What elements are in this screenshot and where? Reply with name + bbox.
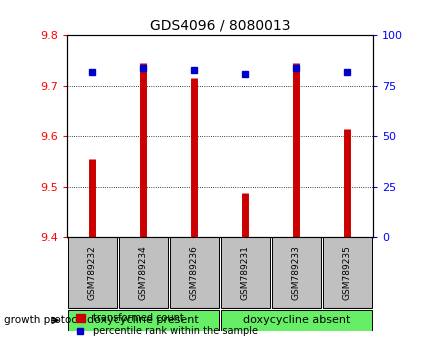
- Bar: [68, 237, 117, 308]
- Bar: [220, 237, 269, 308]
- Text: GSM789234: GSM789234: [138, 245, 147, 300]
- Text: growth protocol: growth protocol: [4, 315, 86, 325]
- Legend: transformed count, percentile rank within the sample: transformed count, percentile rank withi…: [71, 310, 261, 340]
- Text: GSM789231: GSM789231: [240, 245, 249, 300]
- Text: GSM789232: GSM789232: [88, 245, 97, 300]
- Text: GSM789236: GSM789236: [189, 245, 198, 300]
- Text: GSM789235: GSM789235: [342, 245, 351, 300]
- Bar: [119, 237, 167, 308]
- Bar: [271, 237, 320, 308]
- Bar: [68, 310, 218, 331]
- Title: GDS4096 / 8080013: GDS4096 / 8080013: [149, 19, 289, 33]
- Text: doxycycline absent: doxycycline absent: [242, 315, 349, 325]
- Text: GSM789233: GSM789233: [291, 245, 300, 300]
- Bar: [322, 237, 371, 308]
- Bar: [220, 310, 371, 331]
- Text: doxycycline present: doxycycline present: [87, 315, 199, 325]
- Bar: [169, 237, 218, 308]
